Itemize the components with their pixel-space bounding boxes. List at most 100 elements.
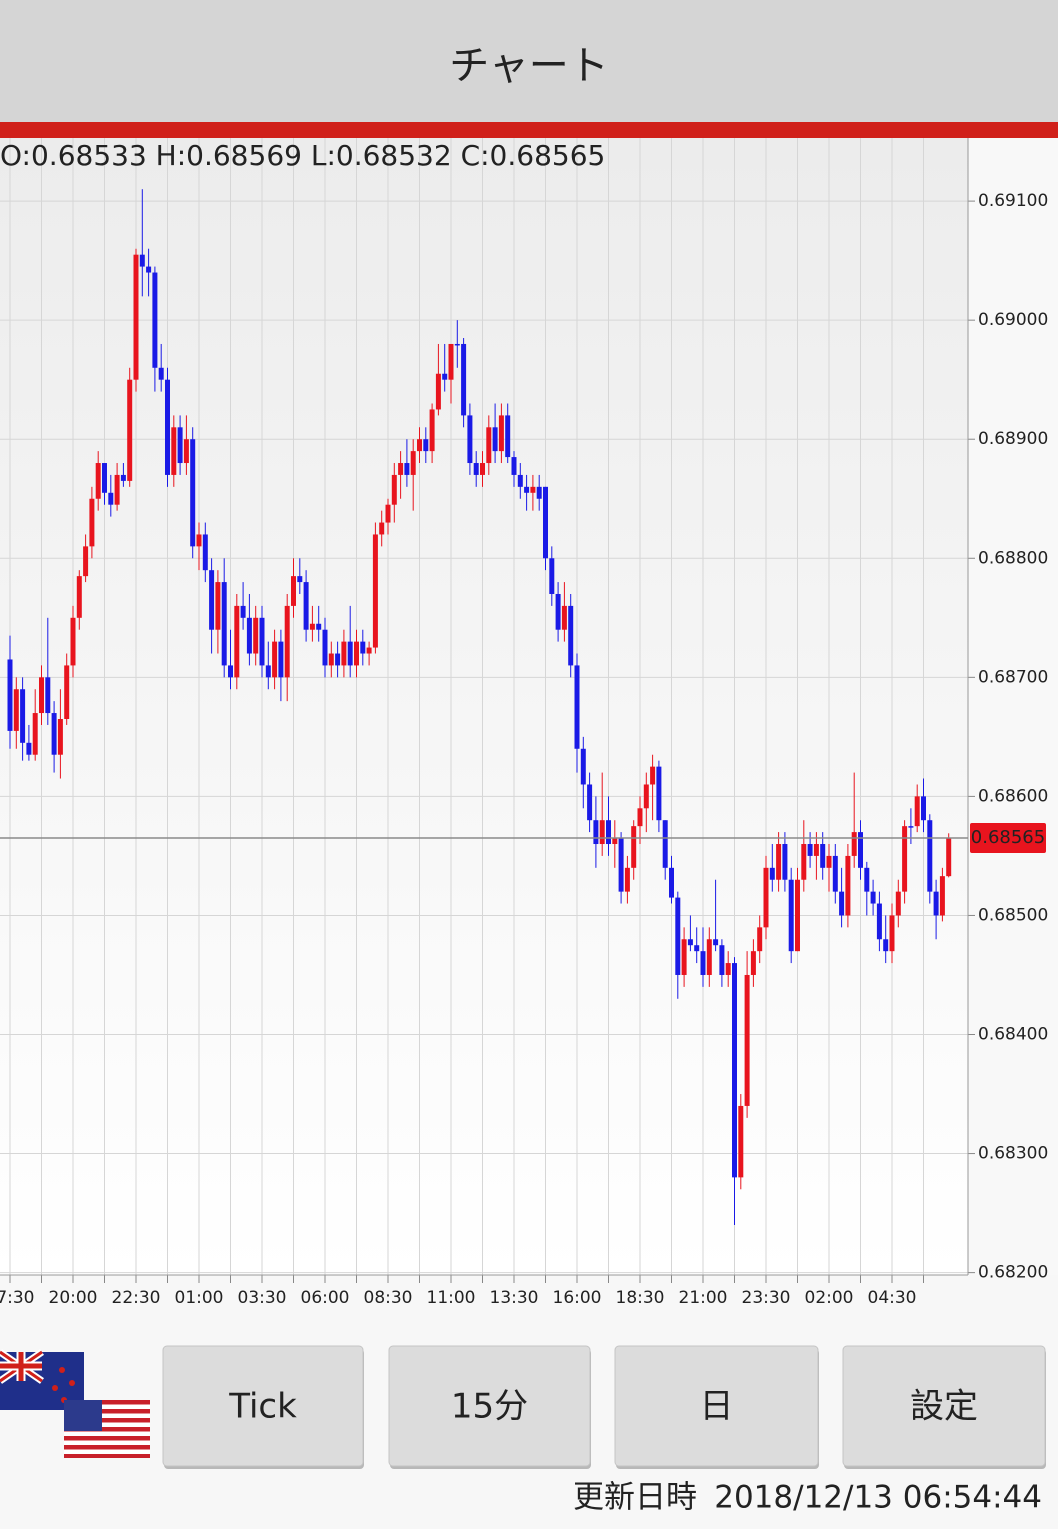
candle-body bbox=[801, 844, 807, 880]
candle-body bbox=[347, 641, 353, 666]
candle-body bbox=[278, 641, 284, 678]
timeframe-button[interactable]: 日 bbox=[614, 1345, 819, 1469]
x-tick-label: 17:30 bbox=[0, 1288, 35, 1308]
button-face bbox=[614, 1345, 819, 1467]
candle-body bbox=[127, 379, 133, 481]
candle-body bbox=[114, 474, 120, 505]
x-tick-label: 18:30 bbox=[616, 1288, 665, 1308]
x-tick-label: 21:00 bbox=[679, 1288, 728, 1308]
candle-body bbox=[221, 582, 227, 666]
timeframe-button[interactable]: Tick bbox=[162, 1345, 364, 1469]
candle-body bbox=[725, 963, 731, 975]
candle-body bbox=[215, 582, 221, 630]
y-tick-label: 0.68200 bbox=[978, 1263, 1048, 1283]
x-tick-label: 03:30 bbox=[238, 1288, 287, 1308]
candle-body bbox=[360, 641, 366, 654]
candle-body bbox=[366, 647, 372, 654]
candle-body bbox=[864, 867, 870, 892]
candle-body bbox=[681, 939, 687, 975]
y-tick-label: 0.68800 bbox=[978, 548, 1048, 568]
x-tick-label: 06:00 bbox=[301, 1288, 350, 1308]
candle-body bbox=[750, 951, 756, 975]
candle-body bbox=[139, 254, 145, 267]
candle-body bbox=[120, 474, 126, 481]
candle-body bbox=[732, 963, 737, 1178]
candle-body bbox=[675, 897, 681, 975]
candle-body bbox=[89, 498, 95, 547]
button-face bbox=[842, 1345, 1046, 1467]
candle-body bbox=[57, 719, 63, 755]
y-tick-label: 0.68900 bbox=[978, 429, 1048, 449]
candle-body bbox=[536, 486, 542, 499]
candle-body bbox=[253, 617, 259, 654]
candle-body bbox=[832, 855, 838, 892]
candle-body bbox=[454, 343, 460, 346]
plot-area bbox=[0, 138, 968, 1275]
candle-body bbox=[530, 486, 536, 493]
button-label: 日 bbox=[700, 1387, 734, 1427]
candle-body bbox=[719, 945, 725, 975]
candle-body bbox=[76, 576, 82, 618]
candle-body bbox=[486, 427, 492, 464]
candle-body bbox=[379, 522, 385, 535]
candle-body bbox=[845, 855, 851, 916]
candle-body bbox=[473, 463, 479, 475]
timeframe-button[interactable]: 15分 bbox=[388, 1345, 591, 1469]
y-tick-label: 0.68300 bbox=[978, 1144, 1048, 1164]
timeframe-button[interactable]: 設定 bbox=[842, 1345, 1046, 1469]
accent-bar bbox=[0, 122, 1058, 138]
candle-body bbox=[927, 820, 933, 892]
candle-body bbox=[826, 855, 832, 868]
candle-body bbox=[851, 832, 857, 856]
x-tick-label: 02:00 bbox=[805, 1288, 854, 1308]
candle-body bbox=[555, 593, 561, 630]
candle-body bbox=[902, 826, 908, 892]
candle-body bbox=[335, 653, 341, 666]
x-tick-label: 11:00 bbox=[427, 1288, 476, 1308]
candle-body bbox=[480, 463, 485, 475]
update-timestamp: 2018/12/13 06:54:44 bbox=[714, 1480, 1042, 1516]
candle-body bbox=[45, 677, 51, 714]
candle-body bbox=[606, 820, 611, 845]
candle-body bbox=[51, 713, 57, 755]
button-face bbox=[388, 1345, 591, 1467]
candle-body bbox=[517, 474, 523, 487]
candle-body bbox=[687, 939, 693, 946]
candle-body bbox=[939, 876, 945, 916]
candle-body bbox=[7, 659, 13, 731]
x-tick-label: 22:30 bbox=[112, 1288, 161, 1308]
candle-body bbox=[820, 844, 826, 868]
candle-body bbox=[694, 945, 700, 952]
candle-body bbox=[26, 742, 32, 755]
candle-body bbox=[744, 974, 750, 1106]
candle-body bbox=[202, 534, 208, 571]
price-axis-area bbox=[968, 138, 1058, 1275]
app-title: チャート bbox=[449, 43, 609, 89]
candle-body bbox=[643, 784, 649, 809]
candle-body bbox=[807, 844, 813, 856]
candle-body bbox=[354, 641, 359, 666]
candle-body bbox=[20, 689, 26, 743]
candle-body bbox=[196, 534, 202, 547]
candle-body bbox=[341, 641, 347, 666]
y-tick-label: 0.69100 bbox=[978, 191, 1048, 211]
last-price-tag bbox=[970, 823, 1046, 854]
candle-body bbox=[738, 1105, 744, 1178]
candle-body bbox=[587, 784, 593, 821]
candle-body bbox=[404, 463, 410, 475]
candle-body bbox=[895, 891, 901, 916]
button-label: 15分 bbox=[451, 1387, 528, 1427]
candle-body bbox=[234, 605, 240, 678]
candle-body bbox=[328, 653, 334, 666]
candle-body bbox=[580, 748, 586, 785]
candle-body bbox=[870, 891, 876, 904]
candle-body bbox=[209, 570, 215, 630]
candle-body bbox=[631, 826, 637, 868]
candle-body bbox=[410, 451, 416, 475]
currency-flags bbox=[0, 1349, 150, 1458]
y-tick-label: 0.69000 bbox=[978, 310, 1048, 330]
candle-body bbox=[322, 629, 328, 666]
y-tick-label: 0.68400 bbox=[978, 1025, 1048, 1045]
candle-body bbox=[813, 844, 819, 856]
candle-body bbox=[776, 844, 782, 880]
